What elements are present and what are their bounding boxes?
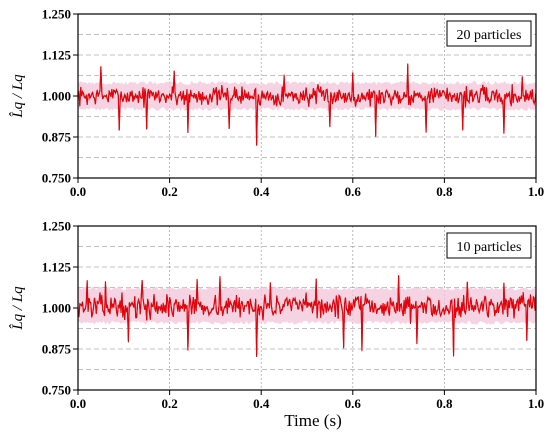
x-tick-label-top: 0.4 [253,184,270,199]
ylabel-top: L̂q / Lq [10,74,26,119]
x-tick-label-top: 0.8 [436,184,453,199]
panel-bottom: 0.750 0.875 1.000 1.125 1.250 0.0 0.2 0.4 0.6 0.8… [10,219,545,412]
y-tick-label-top: 0.750 [42,171,71,186]
x-tick-label-bottom: 0.4 [253,396,270,411]
x-tick-label-bottom: 0.0 [70,396,86,411]
x-tick-label-bottom: 0.6 [345,396,362,411]
legend-box-top [446,20,532,47]
y-tick-label-top: 0.875 [42,130,72,145]
estimate-trace-top [77,64,537,146]
legend-box-bottom [446,232,532,259]
y-tick-label-bottom: 0.875 [42,342,72,357]
estimate-trace-bottom [77,275,537,356]
panel-top: 0.750 0.875 1.000 1.125 1.250 0.0 0.2 0.4 0.6 0.8… [10,7,545,200]
x-tick-label-top: 0.6 [345,184,362,199]
x-tick-label-bottom: 0.2 [161,396,177,411]
x-tick-label-bottom: 0.8 [436,396,453,411]
legend-label-top: 20 particles [457,28,522,43]
x-tick-label-bottom: 1.0 [528,396,544,411]
legend-label-bottom: 10 particles [457,240,522,255]
legend-top: 20 particles [446,20,532,47]
y-tick-label-bottom: 0.750 [42,383,71,398]
x-axis-label: Time (s) [284,411,341,430]
y-tick-label-top: 1.000 [42,89,71,104]
legend-bottom: 10 particles [446,232,532,259]
x-tick-label-top: 1.0 [528,184,544,199]
y-tick-label-bottom: 1.125 [42,260,72,275]
y-tick-label-top: 1.125 [42,48,72,63]
y-tick-label-top: 1.250 [42,7,71,22]
ylabel-bottom: L̂q / Lq [10,286,26,331]
y-tick-label-bottom: 1.250 [42,219,71,234]
y-tick-label-bottom: 1.000 [42,301,71,316]
x-tick-label-top: 0.0 [70,184,86,199]
x-tick-label-top: 0.2 [161,184,177,199]
